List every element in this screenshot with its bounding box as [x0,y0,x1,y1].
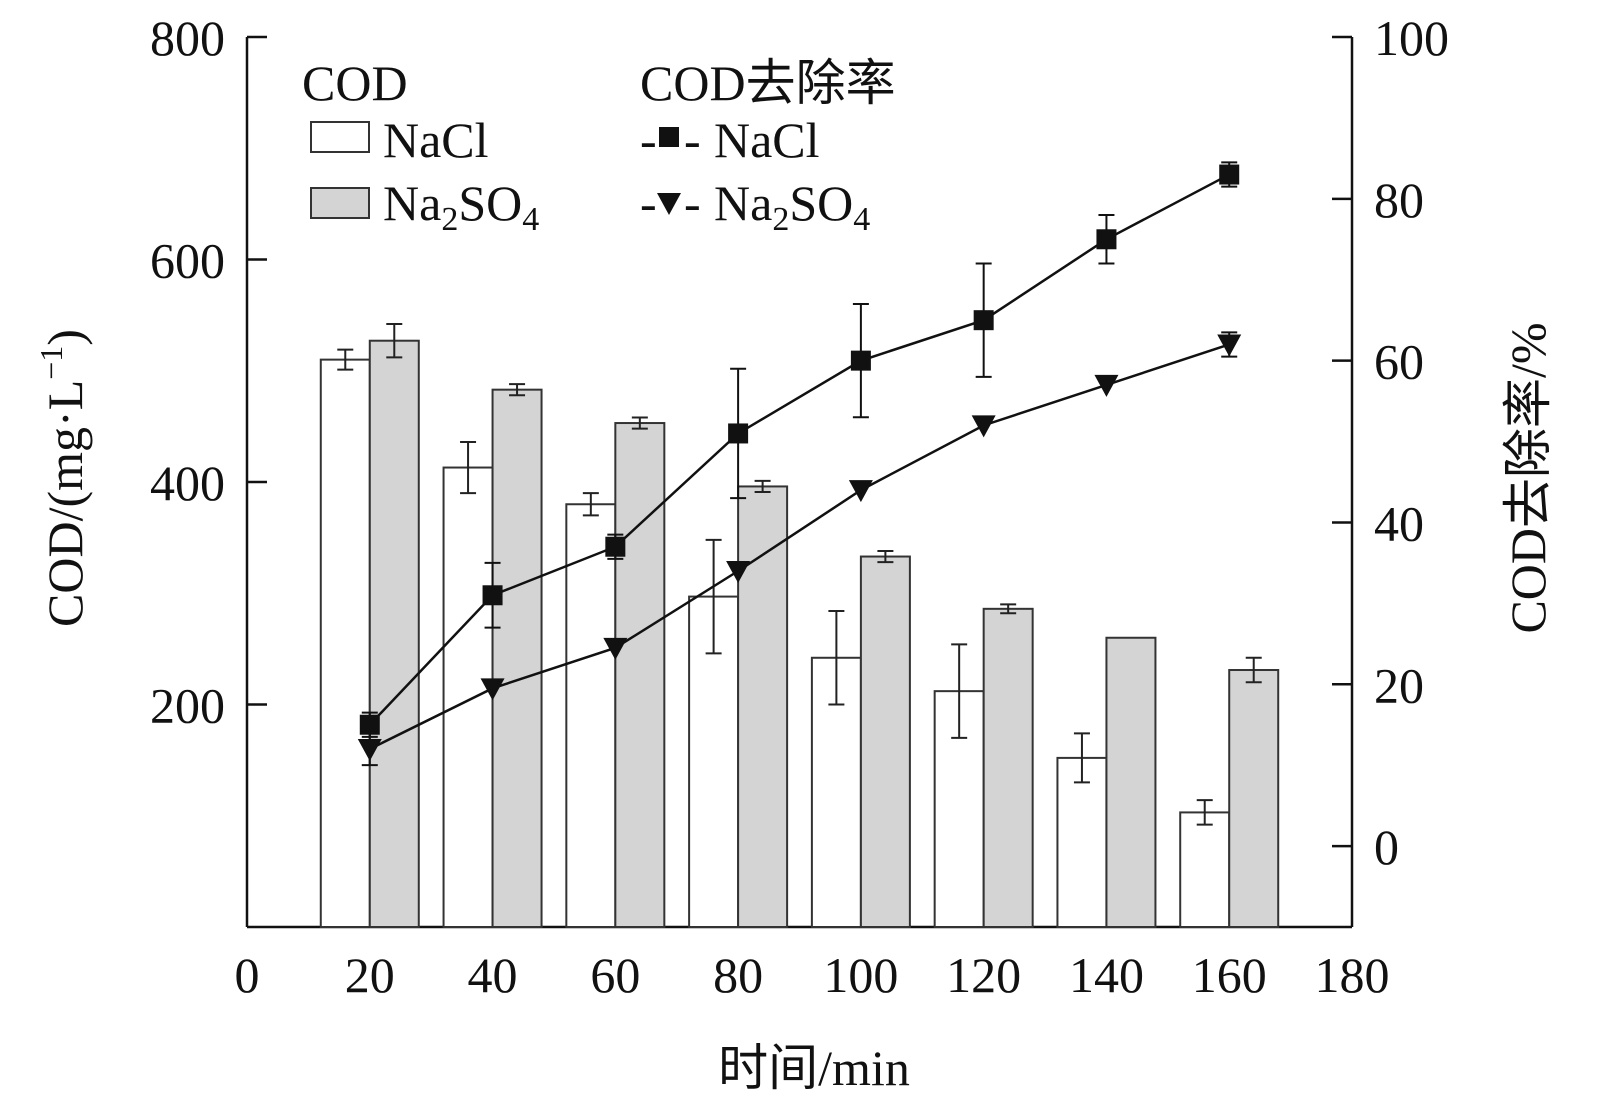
marker-square-nacl [605,536,626,557]
y-right-tick-label: 80 [1374,172,1424,228]
bar-nacl [1179,811,1231,928]
x-tick-label: 180 [1315,947,1390,1003]
y-left-tick-label: 200 [150,678,225,734]
legend-label-na2so4-line: Na2SO4 [714,175,870,238]
bar-error-bar [386,323,403,359]
marker-square-nacl [1096,229,1117,250]
legend-label-nacl-bar: NaCl [383,112,489,168]
y-right-tick-label: 20 [1374,657,1424,713]
x-tick-label: 120 [946,947,1021,1003]
bars [319,323,1280,929]
legend-line-nacl-prefix: - [640,112,657,168]
tick-labels: 200 400 600 800 0 20 40 60 80 100 0 20 40 60 80 100 120 1… [150,10,1449,1003]
bar-na2so4 [368,339,420,928]
y-left-axis-title: COD/(mg·L−1) [33,329,93,627]
marker-square-nacl [359,714,380,735]
bar-error-bar [1245,656,1262,684]
marker-triangle-na2so4 [848,480,873,503]
bar-nacl [442,466,494,928]
y-right-tick-label: 60 [1374,334,1424,390]
bar-error-bar [582,492,599,517]
legend-line-nacl-suffix: - [684,112,701,168]
bar-na2so4 [1105,636,1157,928]
marker-triangle-na2so4 [480,678,505,701]
x-axis-title: 时间/min [718,1040,910,1096]
bar-error-bar [509,383,526,397]
legend-line-heading: COD去除率 [640,55,896,111]
x-tick-label: 20 [345,947,395,1003]
x-tick-label: 80 [713,947,763,1003]
y-right-tick-label: 0 [1374,819,1399,875]
y-right-tick-label: 40 [1374,495,1424,551]
bar-error-bar [877,549,894,564]
bar-error-bar [1196,799,1213,826]
legend-marker-na2so4-line [657,193,681,215]
bar-error-bar [1073,732,1090,784]
bar-na2so4 [859,555,911,928]
marker-triangle-na2so4 [1217,334,1242,357]
bar-error-bar [1000,603,1017,615]
x-tick-label: 60 [590,947,640,1003]
bar-na2so4 [491,388,543,929]
y-left-tick-label: 800 [150,10,225,66]
marker-square-nacl [482,585,503,606]
marker-triangle-na2so4 [726,561,751,583]
bar-error-bar [705,538,722,655]
x-tick-label: 140 [1069,947,1144,1003]
bar-error-bar [631,416,648,430]
legend-label-nacl-line: NaCl [714,112,820,168]
y-right-axis-title: COD去除率/% [1500,322,1556,633]
legend-swatch-nacl-bar [310,121,370,153]
axes [245,35,1354,929]
bar-nacl [565,503,617,928]
marker-triangle-na2so4 [1094,374,1119,397]
x-tick-label: 160 [1192,947,1267,1003]
bar-error-bar [828,610,845,706]
marker-triangle-na2so4 [971,415,996,438]
bar-error-bar [337,348,354,371]
legend: COD COD去除率 NaCl Na2SO4 - - NaCl - - Na2S… [302,55,896,238]
x-tick-label: 40 [468,947,518,1003]
x-tick-label: 100 [823,947,898,1003]
marker-triangle-na2so4 [603,637,628,660]
line-nacl [368,173,1230,726]
y-left-tick-label: 600 [150,233,225,289]
bar-na2so4 [614,422,666,928]
y-right-tick-label: 100 [1374,10,1449,66]
bar-na2so4 [1228,669,1280,928]
x-tick-label: 0 [235,947,260,1003]
y-left-tick-label: 400 [150,455,225,511]
marker-square-nacl [973,310,994,331]
marker-square-nacl [850,350,871,371]
legend-bar-heading: COD [302,55,408,111]
bar-nacl [1056,756,1108,929]
bar-error-bar [460,440,477,495]
legend-line-na2so4-suffix: - [684,175,701,231]
legend-swatch-na2so4-bar [310,187,370,219]
legend-label-na2so4-bar: Na2SO4 [383,175,539,238]
bar-nacl [319,358,371,928]
bar-na2so4 [982,607,1034,928]
legend-marker-nacl-line [659,127,679,147]
marker-square-nacl [1219,164,1240,185]
marker-triangle-na2so4 [357,739,382,761]
lines [357,161,1242,767]
bar-na2so4 [737,485,789,928]
bar-error-bar [951,643,968,739]
bar-error-bar [754,479,771,494]
legend-line-na2so4-prefix: - [640,175,657,231]
marker-square-nacl [728,423,749,444]
line-na2so4 [369,343,1230,751]
